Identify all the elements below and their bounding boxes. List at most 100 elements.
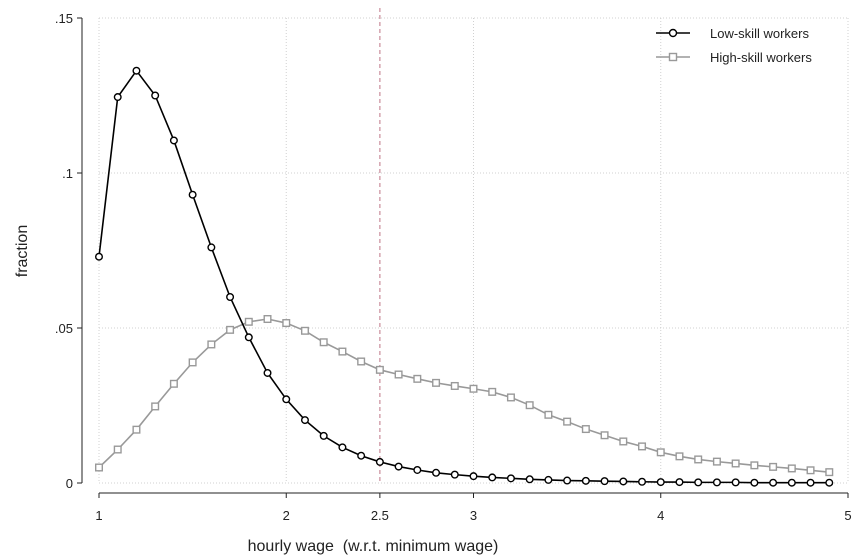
data-point [619, 437, 628, 446]
legend-label-high-skill: High-skill workers [710, 50, 812, 65]
data-point [244, 333, 253, 342]
data-point [544, 410, 553, 419]
x-tick-label: 2 [283, 508, 290, 523]
data-point [226, 293, 235, 302]
data-point [282, 395, 291, 404]
data-point [450, 381, 459, 390]
data-point [151, 91, 160, 100]
data-point [806, 466, 815, 475]
x-tick-label: 5 [844, 508, 851, 523]
series-line [98, 69, 830, 484]
y-axis-title: fraction [14, 225, 31, 277]
y-tick-label: .05 [55, 321, 73, 336]
data-point [226, 325, 235, 334]
data-point [675, 478, 684, 487]
data-point [694, 455, 703, 464]
data-point [357, 357, 366, 366]
data-point [525, 401, 534, 410]
data-point [656, 448, 665, 457]
axes [81, 18, 848, 494]
data-point [413, 465, 422, 474]
data-point [375, 365, 384, 374]
data-point [338, 443, 347, 452]
data-point [563, 417, 572, 426]
data-point [638, 477, 647, 486]
data-point [525, 475, 534, 484]
data-point [469, 472, 478, 481]
data-point [469, 384, 478, 393]
data-point [282, 319, 291, 328]
data-point [263, 368, 272, 377]
data-point [506, 474, 515, 483]
legend-entry-high-skill: High-skill workers [656, 50, 812, 65]
data-point [731, 478, 740, 487]
data-point [132, 425, 141, 434]
data-point [169, 379, 178, 388]
data-point [375, 457, 384, 466]
data-point [113, 93, 122, 102]
data-point [188, 358, 197, 367]
data-point [151, 402, 160, 411]
data-point [488, 387, 497, 396]
x-tick-label: 3 [470, 508, 477, 523]
data-point [94, 252, 103, 261]
data-point [544, 475, 553, 484]
data-point [319, 338, 328, 347]
data-point [787, 464, 796, 473]
data-point [94, 463, 103, 472]
data-point [581, 425, 590, 434]
data-point [132, 66, 141, 75]
data-point [787, 478, 796, 487]
legend-label-low-skill: Low-skill workers [710, 26, 809, 41]
data-point [394, 370, 403, 379]
data-point [825, 478, 834, 487]
data-point [113, 445, 122, 454]
y-tick-label: .1 [62, 166, 73, 181]
data-point [432, 468, 441, 477]
data-point [488, 473, 497, 482]
data-point [825, 468, 834, 477]
data-point [712, 478, 721, 487]
data-point [394, 462, 403, 471]
data-point [300, 416, 309, 425]
series-line [98, 318, 830, 473]
data-point [619, 477, 628, 486]
series-high-skill [94, 315, 834, 477]
data-point [675, 452, 684, 461]
data-point [750, 461, 759, 470]
data-point [600, 477, 609, 486]
x-tick-label: 1 [95, 508, 102, 523]
data-point [600, 431, 609, 440]
data-point [207, 340, 216, 349]
data-point [319, 431, 328, 440]
data-point [581, 476, 590, 485]
data-point [563, 476, 572, 485]
data-point [656, 478, 665, 487]
data-point [694, 478, 703, 487]
y-tick-label: 0 [66, 476, 73, 491]
data-point [769, 478, 778, 487]
tick-marks: 0 .05 .1 .15 1 2 2.5 3 4 5 [55, 11, 852, 523]
data-point [432, 378, 441, 387]
data-point [357, 451, 366, 460]
series-low-skill [94, 66, 834, 487]
legend-entry-low-skill: Low-skill workers [656, 26, 809, 41]
data-point [207, 243, 216, 252]
legend-marker-circle [668, 28, 678, 38]
data-point [769, 462, 778, 471]
data-point [638, 442, 647, 451]
legend-marker-square [668, 52, 678, 62]
data-point [169, 136, 178, 145]
x-axis-title: hourly wage (w.r.t. minimum wage) [248, 538, 499, 555]
data-point [806, 478, 815, 487]
data-point [338, 347, 347, 356]
data-point [300, 326, 309, 335]
data-point [188, 190, 197, 199]
data-point [263, 315, 272, 324]
data-point [450, 470, 459, 479]
series-group [94, 66, 834, 487]
data-point [712, 457, 721, 466]
data-point [413, 374, 422, 383]
data-point [506, 393, 515, 402]
